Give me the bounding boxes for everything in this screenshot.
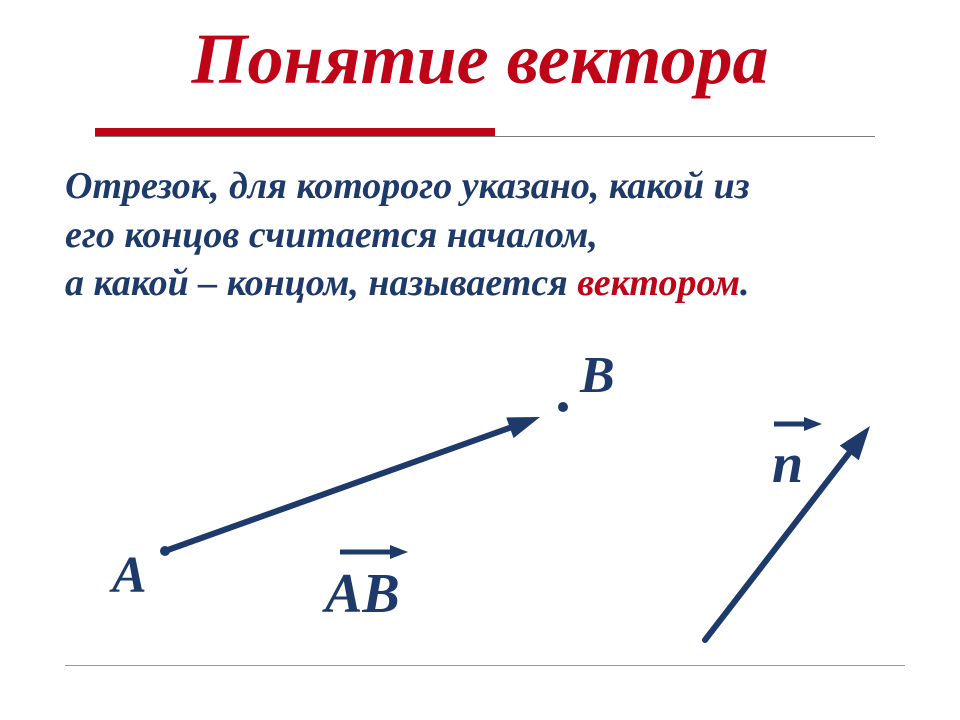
vector-ab-label: AB [325,562,400,626]
point-a-label: A [112,546,147,605]
vector-ab-label-text: AB [325,563,400,625]
bottom-rule [65,665,905,666]
vector-n-label: n [772,432,803,496]
vector-diagram [0,0,960,720]
slide: Понятие вектора Отрезок, для которого ук… [0,0,960,720]
point-b-label: B [580,346,615,405]
vector-n-label-text: n [772,433,803,495]
